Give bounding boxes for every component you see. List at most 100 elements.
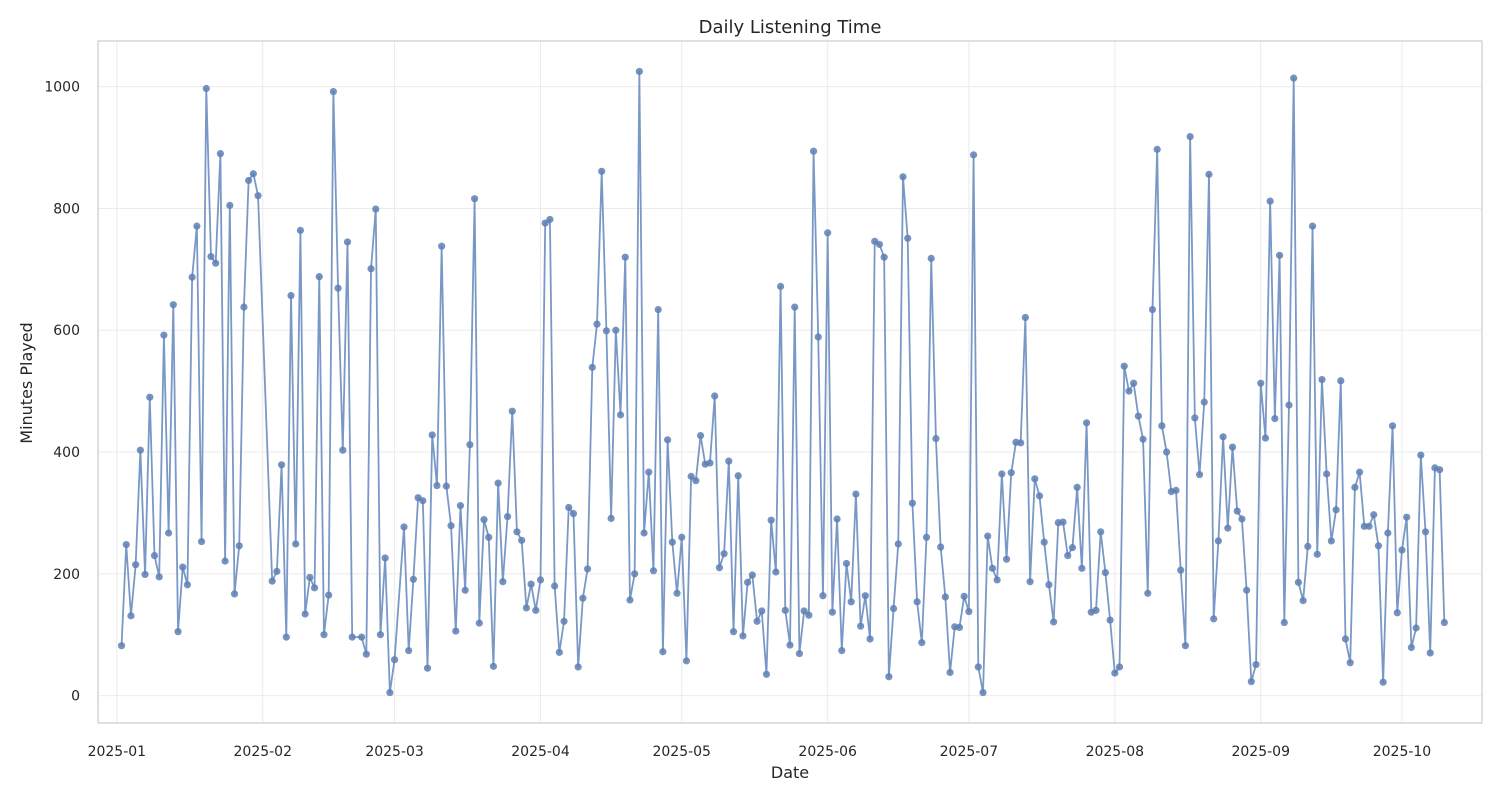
data-point — [1417, 451, 1425, 459]
data-point — [1379, 678, 1387, 686]
data-point — [452, 627, 460, 635]
data-point — [894, 540, 902, 548]
data-point — [583, 565, 592, 573]
data-point — [1285, 401, 1293, 409]
data-point — [456, 502, 465, 510]
data-point — [993, 576, 1001, 584]
data-point — [174, 628, 182, 636]
data-point — [668, 538, 676, 546]
data-point — [1031, 475, 1039, 483]
data-point — [734, 472, 742, 480]
data-point — [499, 578, 507, 586]
data-point — [838, 646, 846, 655]
data-point — [847, 598, 855, 606]
data-point — [678, 533, 686, 541]
data-point — [381, 554, 389, 562]
data-point — [800, 607, 808, 615]
data-point — [527, 580, 535, 588]
data-point — [654, 305, 662, 314]
data-point — [409, 575, 417, 583]
data-point — [758, 607, 766, 615]
data-point — [226, 201, 234, 210]
data-point — [569, 509, 578, 518]
data-point — [744, 578, 752, 586]
x-tick-label: 2025-01 — [88, 744, 147, 760]
data-point — [1384, 529, 1392, 537]
data-point — [560, 617, 568, 625]
data-point — [1040, 538, 1048, 546]
data-point — [649, 567, 658, 575]
data-point — [1304, 542, 1312, 551]
data-point — [725, 457, 733, 465]
data-point — [216, 150, 224, 158]
data-point — [419, 497, 427, 505]
series-line — [120, 70, 1446, 694]
y-tick-label: 200 — [53, 567, 80, 583]
data-point — [1125, 387, 1133, 395]
data-point — [616, 411, 625, 419]
data-point — [1092, 606, 1100, 614]
data-point — [532, 606, 540, 614]
data-point — [1238, 515, 1246, 523]
data-point — [1177, 566, 1185, 574]
data-point — [1153, 145, 1161, 153]
data-point — [193, 222, 201, 230]
data-point — [1186, 133, 1194, 141]
data-point — [1050, 618, 1058, 626]
data-point — [579, 594, 587, 602]
data-point — [1035, 492, 1044, 500]
data-point — [772, 568, 780, 576]
data-point — [1318, 375, 1326, 384]
data-point — [1299, 597, 1307, 605]
data-point — [503, 512, 512, 521]
data-point — [230, 590, 239, 598]
data-point — [1436, 466, 1444, 474]
data-point — [471, 195, 479, 203]
data-point — [960, 592, 968, 600]
data-point — [1351, 483, 1359, 491]
data-point — [1280, 618, 1288, 627]
data-point — [334, 284, 342, 292]
data-point — [475, 619, 483, 627]
x-tick-label: 2025-04 — [511, 744, 570, 760]
data-point — [1252, 660, 1260, 669]
data-point — [127, 612, 135, 620]
data-point — [664, 436, 672, 444]
data-point — [565, 503, 573, 512]
data-point — [447, 522, 455, 530]
data-point — [480, 516, 488, 524]
data-point — [122, 540, 130, 549]
data-point — [1210, 615, 1218, 623]
data-point — [136, 446, 144, 454]
data-point — [1082, 419, 1091, 427]
data-point — [536, 576, 545, 584]
data-point — [781, 606, 789, 614]
data-point — [405, 646, 413, 655]
data-point — [979, 688, 987, 697]
data-point — [423, 664, 432, 672]
y-tick-label: 800 — [53, 201, 80, 217]
data-point — [1045, 581, 1053, 589]
data-point — [1191, 414, 1199, 422]
y-axis-label: Minutes Played — [17, 322, 36, 443]
data-point — [969, 151, 978, 159]
data-point — [315, 273, 323, 281]
data-point — [588, 363, 596, 371]
data-point — [899, 173, 907, 181]
data-point — [273, 567, 281, 575]
data-point — [1412, 624, 1420, 632]
y-tick-label: 1000 — [44, 80, 80, 96]
data-point — [245, 176, 253, 185]
data-point — [918, 639, 926, 647]
data-point — [1421, 528, 1430, 536]
x-tick-label: 2025-07 — [940, 744, 999, 760]
data-point — [150, 551, 159, 560]
data-point — [974, 663, 982, 671]
data-point — [169, 301, 177, 309]
data-point — [706, 459, 714, 467]
data-point — [179, 563, 187, 571]
data-point — [1388, 422, 1397, 430]
y-tick-label: 0 — [71, 689, 80, 705]
data-point — [927, 254, 935, 262]
